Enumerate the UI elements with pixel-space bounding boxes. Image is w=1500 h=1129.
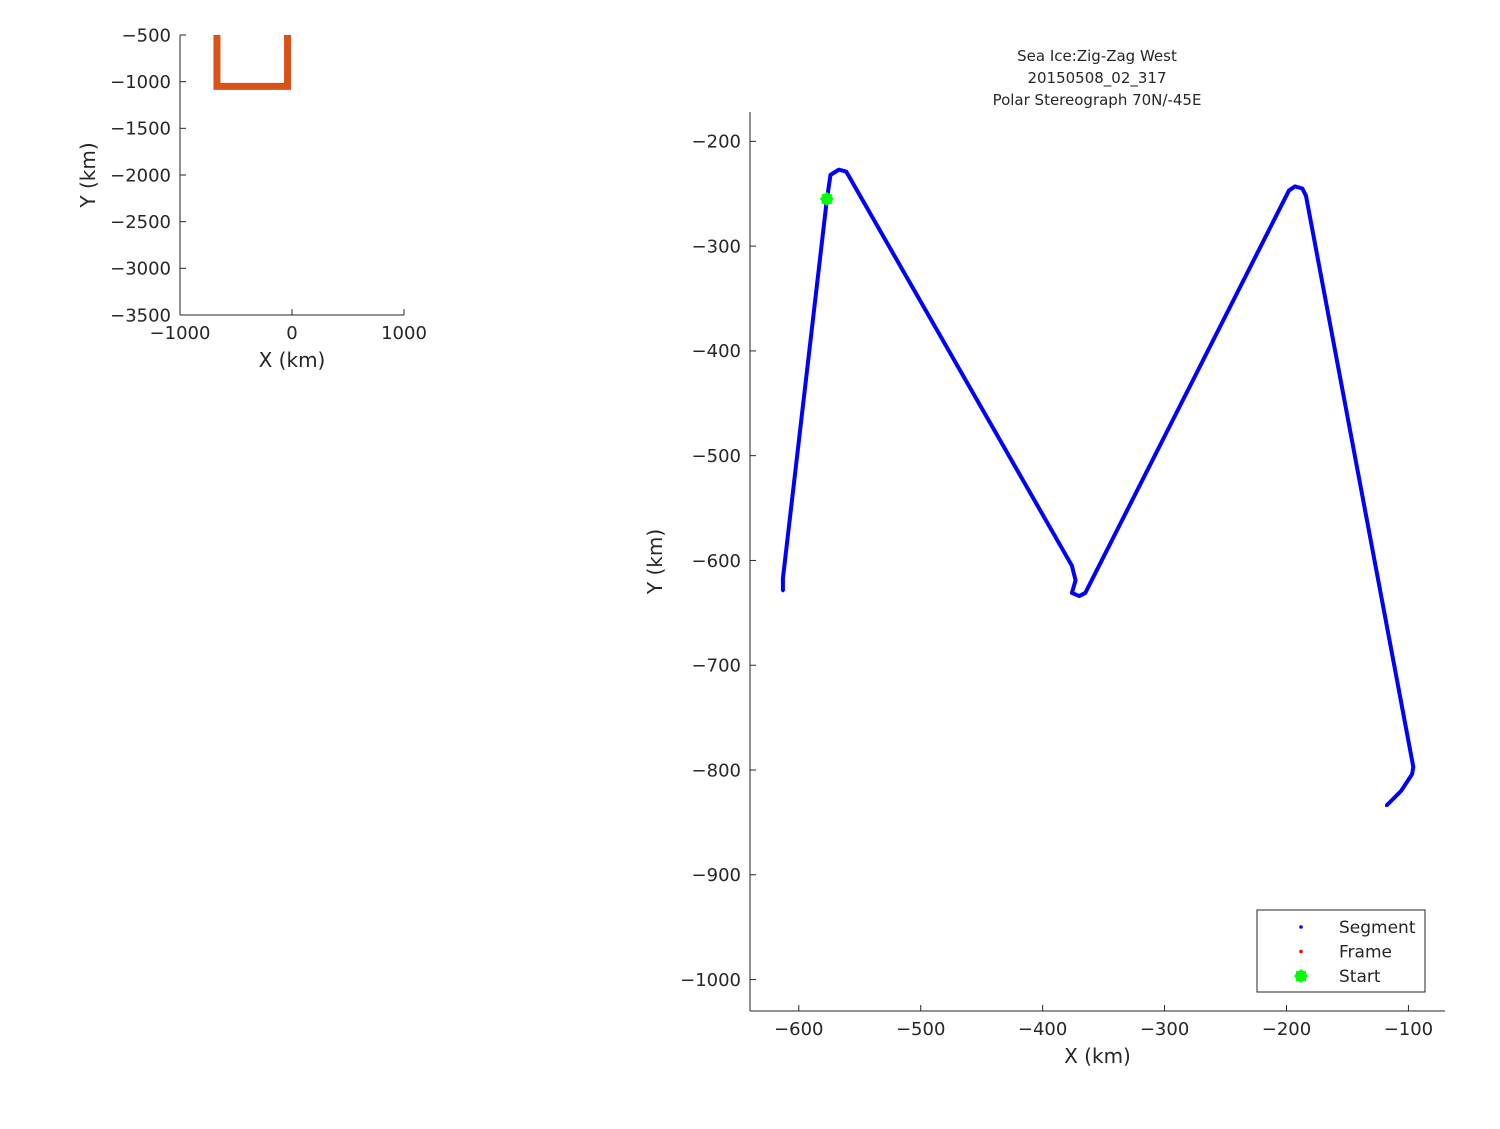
y-tick-label: −200 [692,132,741,153]
chart-title-line: Polar Stereograph 70N/-45E [993,91,1202,109]
y-tick-label: −700 [692,656,741,677]
legend-label-segment: Segment [1339,918,1416,938]
y-tick-label: −3500 [110,305,171,326]
y-tick-label: −800 [692,760,741,781]
start-marker [819,191,834,206]
segment-point [781,589,785,593]
chart-title-line: Sea Ice:Zig-Zag West [1017,47,1177,65]
segment-point [1070,591,1074,595]
x-axis-label: X (km) [259,348,326,372]
legend-marker-frame [1299,949,1303,954]
y-tick-label: −2500 [110,212,171,233]
segment-point [1410,772,1414,776]
x-tick-label: −1000 [150,323,211,344]
legend-marker-segment [1299,925,1303,929]
x-tick-label: −400 [1018,1019,1067,1040]
segment-point [1077,594,1081,598]
x-tick-label: −100 [1384,1019,1433,1040]
segment-point [781,576,785,580]
y-tick-label: −900 [692,865,741,886]
y-axis-label: Y (km) [643,529,667,595]
x-tick-label: −500 [896,1019,945,1040]
segment-point [1399,789,1403,793]
segment-point [1384,804,1388,808]
y-tick-label: −1500 [110,119,171,140]
segment-point [1293,184,1297,188]
x-tick-label: −200 [1262,1019,1311,1040]
chart-title-line: 20150508_02_317 [1027,69,1166,88]
segment-point [1411,765,1415,769]
legend: Segment Frame Start [1256,909,1426,993]
y-tick-label: −2000 [110,165,171,186]
segment-point [1304,194,1308,198]
legend-label-start: Start [1339,967,1381,987]
segment-point [844,170,848,174]
overview-axes: −1000 0 1000 −500 −1000 −1500 −2000 −2500 −3000 −… [76,25,427,372]
main-axes: −600 −500 −400 −300 −200 −100 −200 −300 −400 −500… [643,47,1445,1068]
segment-point [837,168,841,172]
legend-box [1256,909,1426,993]
x-tick-label: −300 [1140,1019,1189,1040]
segment-point [828,173,832,177]
x-axis-label: X (km) [1064,1044,1131,1068]
x-tick-label: −600 [774,1019,823,1040]
y-tick-label: −3000 [110,259,171,280]
y-tick-label: −500 [692,446,741,467]
y-axis-label: Y (km) [76,142,100,208]
y-tick-label: −500 [122,25,171,46]
segment-point [1070,564,1074,568]
segment-point [1074,578,1078,582]
y-tick-label: −1000 [110,72,171,93]
y-tick-label: −600 [692,551,741,572]
y-tick-label: −400 [692,341,741,362]
segment-point [1300,186,1304,190]
segment-point [1287,189,1291,193]
y-tick-label: −300 [692,236,741,257]
extent-outline [213,35,292,90]
y-tick-label: −1000 [680,970,741,991]
x-tick-label: 1000 [381,323,427,344]
x-tick-label: 0 [286,323,297,344]
segment-track [780,167,1416,808]
segment-point [1083,591,1087,595]
legend-label-frame: Frame [1339,943,1392,963]
legend-marker-start [1294,969,1308,983]
